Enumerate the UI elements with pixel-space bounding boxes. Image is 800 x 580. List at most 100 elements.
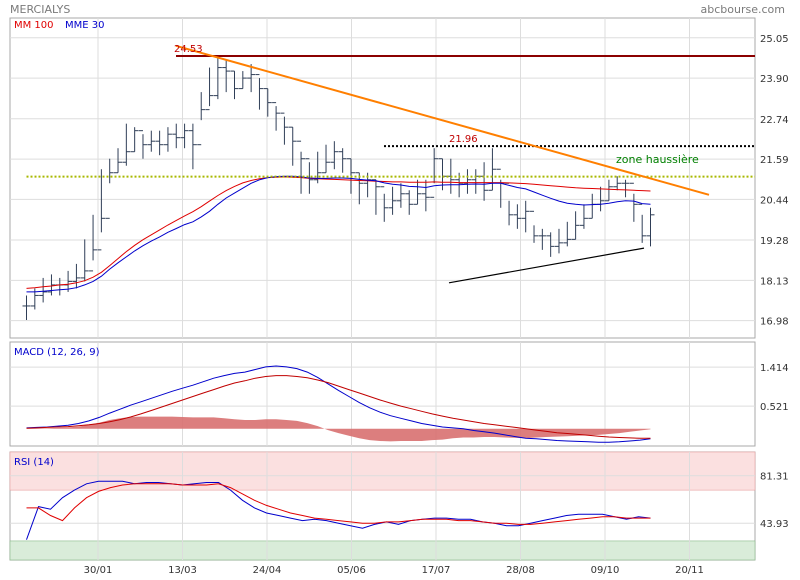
price-y-tick-label: 21.59 (760, 155, 789, 166)
macd-lines (26, 365, 651, 443)
price-bar (97, 169, 106, 251)
price-bar (89, 214, 98, 272)
price-y-tick-label: 25.05 (760, 34, 789, 45)
price-bar (280, 112, 289, 145)
macd-y-tick-label: 0.521 (760, 402, 789, 413)
rsi-y-ticks: 81.31 43.93 (760, 472, 789, 530)
price-bar (272, 102, 281, 131)
price-y-tick-label: 18.13 (760, 276, 789, 287)
price-bar (604, 179, 613, 202)
price-bar (155, 130, 164, 156)
price-bar (571, 211, 580, 240)
price-bar (396, 183, 405, 208)
price-y-tick-label: 20.44 (760, 195, 789, 206)
annotation-level: 21.96 (449, 134, 478, 145)
price-bar (47, 274, 56, 296)
price-bar (197, 92, 206, 146)
x-tick-label: 30/01 (84, 565, 113, 576)
price-bar (230, 70, 239, 100)
price-bar (147, 130, 156, 152)
rsi-signal-line (26, 483, 651, 525)
price-bar (413, 179, 422, 205)
x-tick-label: 17/07 (422, 565, 451, 576)
price-bar (105, 158, 114, 219)
price-bar (247, 64, 256, 93)
price-bar (355, 172, 364, 205)
rsi-y-tick-label: 81.31 (760, 472, 789, 483)
rsi-overbought-zone (9, 451, 756, 491)
x-tick-label: 13/03 (168, 565, 197, 576)
macd-y-ticks: 1.414 0.521 (760, 363, 789, 413)
x-tick-label: 05/06 (337, 565, 366, 576)
rsi-oversold-zone (9, 540, 756, 561)
price-bar (288, 126, 297, 166)
mm100-line (26, 176, 651, 289)
x-tick-label: 20/11 (675, 565, 704, 576)
macd-panel: 1.414 0.521 MACD (12, 26, 9) (9, 341, 789, 447)
price-bar (380, 186, 389, 222)
price-y-ticks: 25.05 23.90 22.74 21.59 20.44 19.28 18.13 16.98 (760, 34, 789, 328)
price-bar (371, 179, 380, 215)
rsi-y-tick-label: 43.93 (760, 519, 789, 530)
price-bar (22, 295, 31, 320)
price-bar (188, 123, 197, 170)
price-bar (238, 71, 247, 90)
rsi-lines (26, 480, 651, 540)
price-panel-frame (9, 17, 756, 339)
x-tick-label: 24/04 (253, 565, 282, 576)
price-legend: MM 100 MME 30 (14, 20, 104, 31)
price-bar (579, 204, 588, 229)
macd-line (26, 365, 651, 443)
price-lines (26, 175, 651, 293)
macd-y-tick-label: 1.414 (760, 363, 789, 374)
price-bar (513, 204, 522, 229)
price-bar (554, 228, 563, 254)
rsi-zones (9, 451, 756, 561)
x-tick-label: 09/10 (591, 565, 620, 576)
price-bar (222, 60, 231, 93)
price-bar (546, 232, 555, 257)
x-tick-label: 28/08 (506, 565, 535, 576)
annotation-high: 24.53 (174, 44, 203, 55)
rsi-line (26, 480, 651, 540)
price-bar (130, 127, 139, 153)
price-bar (421, 179, 430, 212)
source-label[interactable]: abcbourse.com (701, 3, 785, 16)
downtrend-line (175, 44, 710, 196)
rsi-panel: 81.31 43.93 RSI (14) (9, 451, 789, 561)
price-bar (80, 239, 89, 282)
price-bar (39, 277, 48, 303)
price-bar (521, 200, 530, 233)
price-bar (430, 148, 439, 198)
price-bar (330, 141, 339, 170)
macd-histogram-area (26, 416, 651, 442)
rsi-title: RSI (14) (14, 457, 54, 468)
price-y-tick-label: 22.74 (760, 115, 789, 126)
macd-histogram (26, 416, 651, 442)
price-bar (646, 207, 655, 247)
price-bar (180, 123, 189, 149)
price-bar (163, 127, 172, 152)
price-bar (122, 123, 131, 166)
price-overlays: 24.53 21.96 zone haussière (26, 44, 755, 284)
price-bar (563, 221, 572, 247)
price-bar (72, 263, 81, 289)
price-y-tick-label: 16.98 (760, 317, 789, 328)
price-bar (338, 148, 347, 173)
price-bar (205, 67, 214, 111)
price-bars (22, 57, 655, 320)
price-bar (172, 123, 181, 149)
price-bar (114, 148, 123, 174)
price-y-tick-label: 23.90 (760, 74, 789, 85)
price-bar (538, 228, 547, 250)
price-bar (629, 182, 638, 222)
annotation-zone: zone haussière (616, 153, 699, 166)
price-bar (263, 88, 272, 117)
x-axis-ticks: 30/01 13/03 24/04 05/06 17/07 28/08 09/10 20/11 (84, 565, 704, 576)
price-panel: 24.53 21.96 zone haussière 25.05 23.90 22.74… (9, 17, 789, 339)
price-bar (621, 179, 630, 198)
price-bar (138, 130, 147, 159)
price-bar (638, 203, 647, 243)
price-bar (463, 169, 472, 194)
